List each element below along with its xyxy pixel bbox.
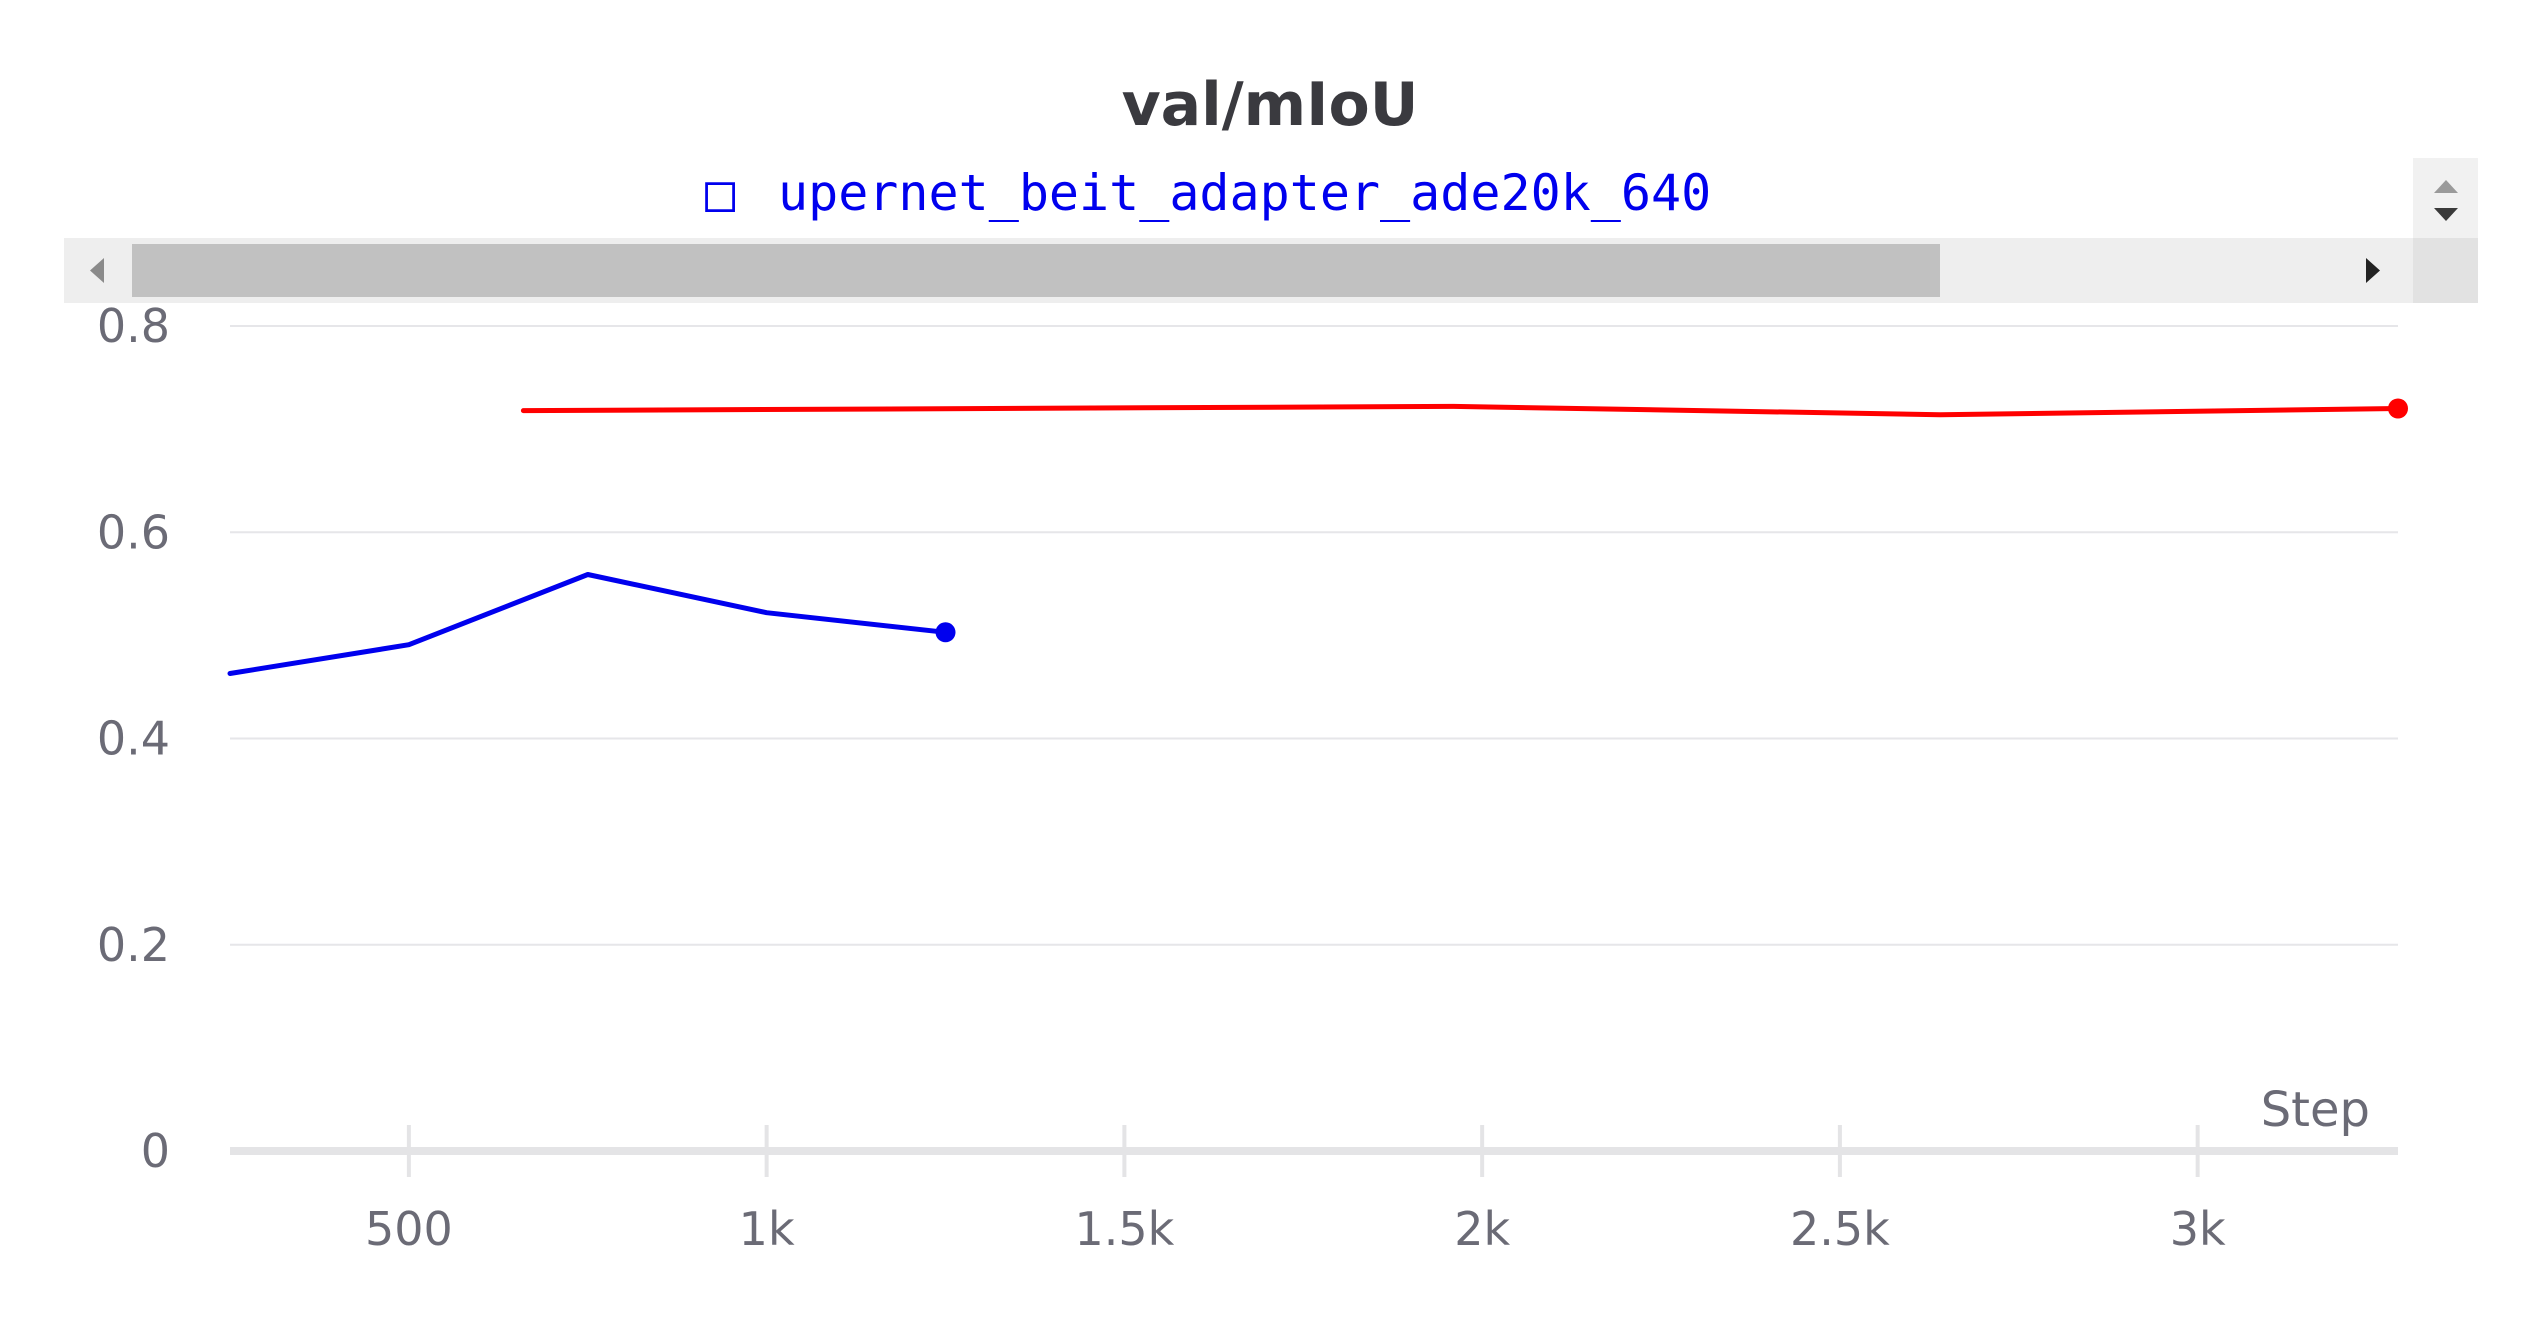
- y-tick-label: 0: [141, 1124, 170, 1178]
- plot-series: [227, 398, 2408, 676]
- series-line-2[interactable]: [520, 403, 2401, 418]
- scroll-down-arrow-icon[interactable]: [2434, 208, 2458, 221]
- scroll-right-arrow-icon[interactable]: [2366, 258, 2380, 283]
- scroll-up-arrow-icon[interactable]: [2434, 180, 2458, 193]
- y-tick-label: 0.4: [97, 712, 170, 766]
- y-tick-label: 0.8: [97, 299, 170, 353]
- scrollbar-corner: [2413, 238, 2478, 303]
- scrollbar-thumb[interactable]: [132, 244, 1940, 297]
- x-tick-label: 1.5k: [1074, 1202, 1174, 1256]
- x-tick-label: 1k: [739, 1202, 795, 1256]
- series-line-1[interactable]: [227, 572, 948, 676]
- x-tick-label: 500: [365, 1202, 453, 1256]
- series-end-point-2[interactable]: [2388, 398, 2408, 419]
- x-tick-label: 2k: [1454, 1202, 1510, 1256]
- y-tick-label: 0.6: [97, 505, 170, 559]
- y-axis-ticks: 0 0.2 0.4 0.6 0.8: [97, 299, 170, 1178]
- legend-entry-label: upernet_beit_adapter_ade20k_640: [778, 164, 1711, 222]
- y-tick-label: 0.2: [97, 918, 170, 972]
- horizontal-scrollbar[interactable]: [64, 238, 2478, 303]
- legend-scroll-track: [2413, 158, 2478, 238]
- chart-title: val/mIoU: [1122, 70, 1419, 140]
- x-tick-label: 3k: [2170, 1202, 2226, 1256]
- x-axis: 500 1k 1.5k 2k 2.5k 3k: [230, 1125, 2398, 1256]
- legend[interactable]: □ upernet_beit_adapter_ade20k_640: [705, 164, 1711, 222]
- x-axis-label: Step: [2261, 1082, 2370, 1138]
- x-tick-label: 2.5k: [1790, 1202, 1890, 1256]
- series-end-point-1[interactable]: [935, 622, 956, 643]
- legend-scroll-control[interactable]: [2413, 158, 2478, 238]
- scroll-left-arrow-icon[interactable]: [90, 258, 104, 283]
- grid-lines: [230, 325, 2398, 946]
- legend-marker-icon: □: [705, 164, 735, 222]
